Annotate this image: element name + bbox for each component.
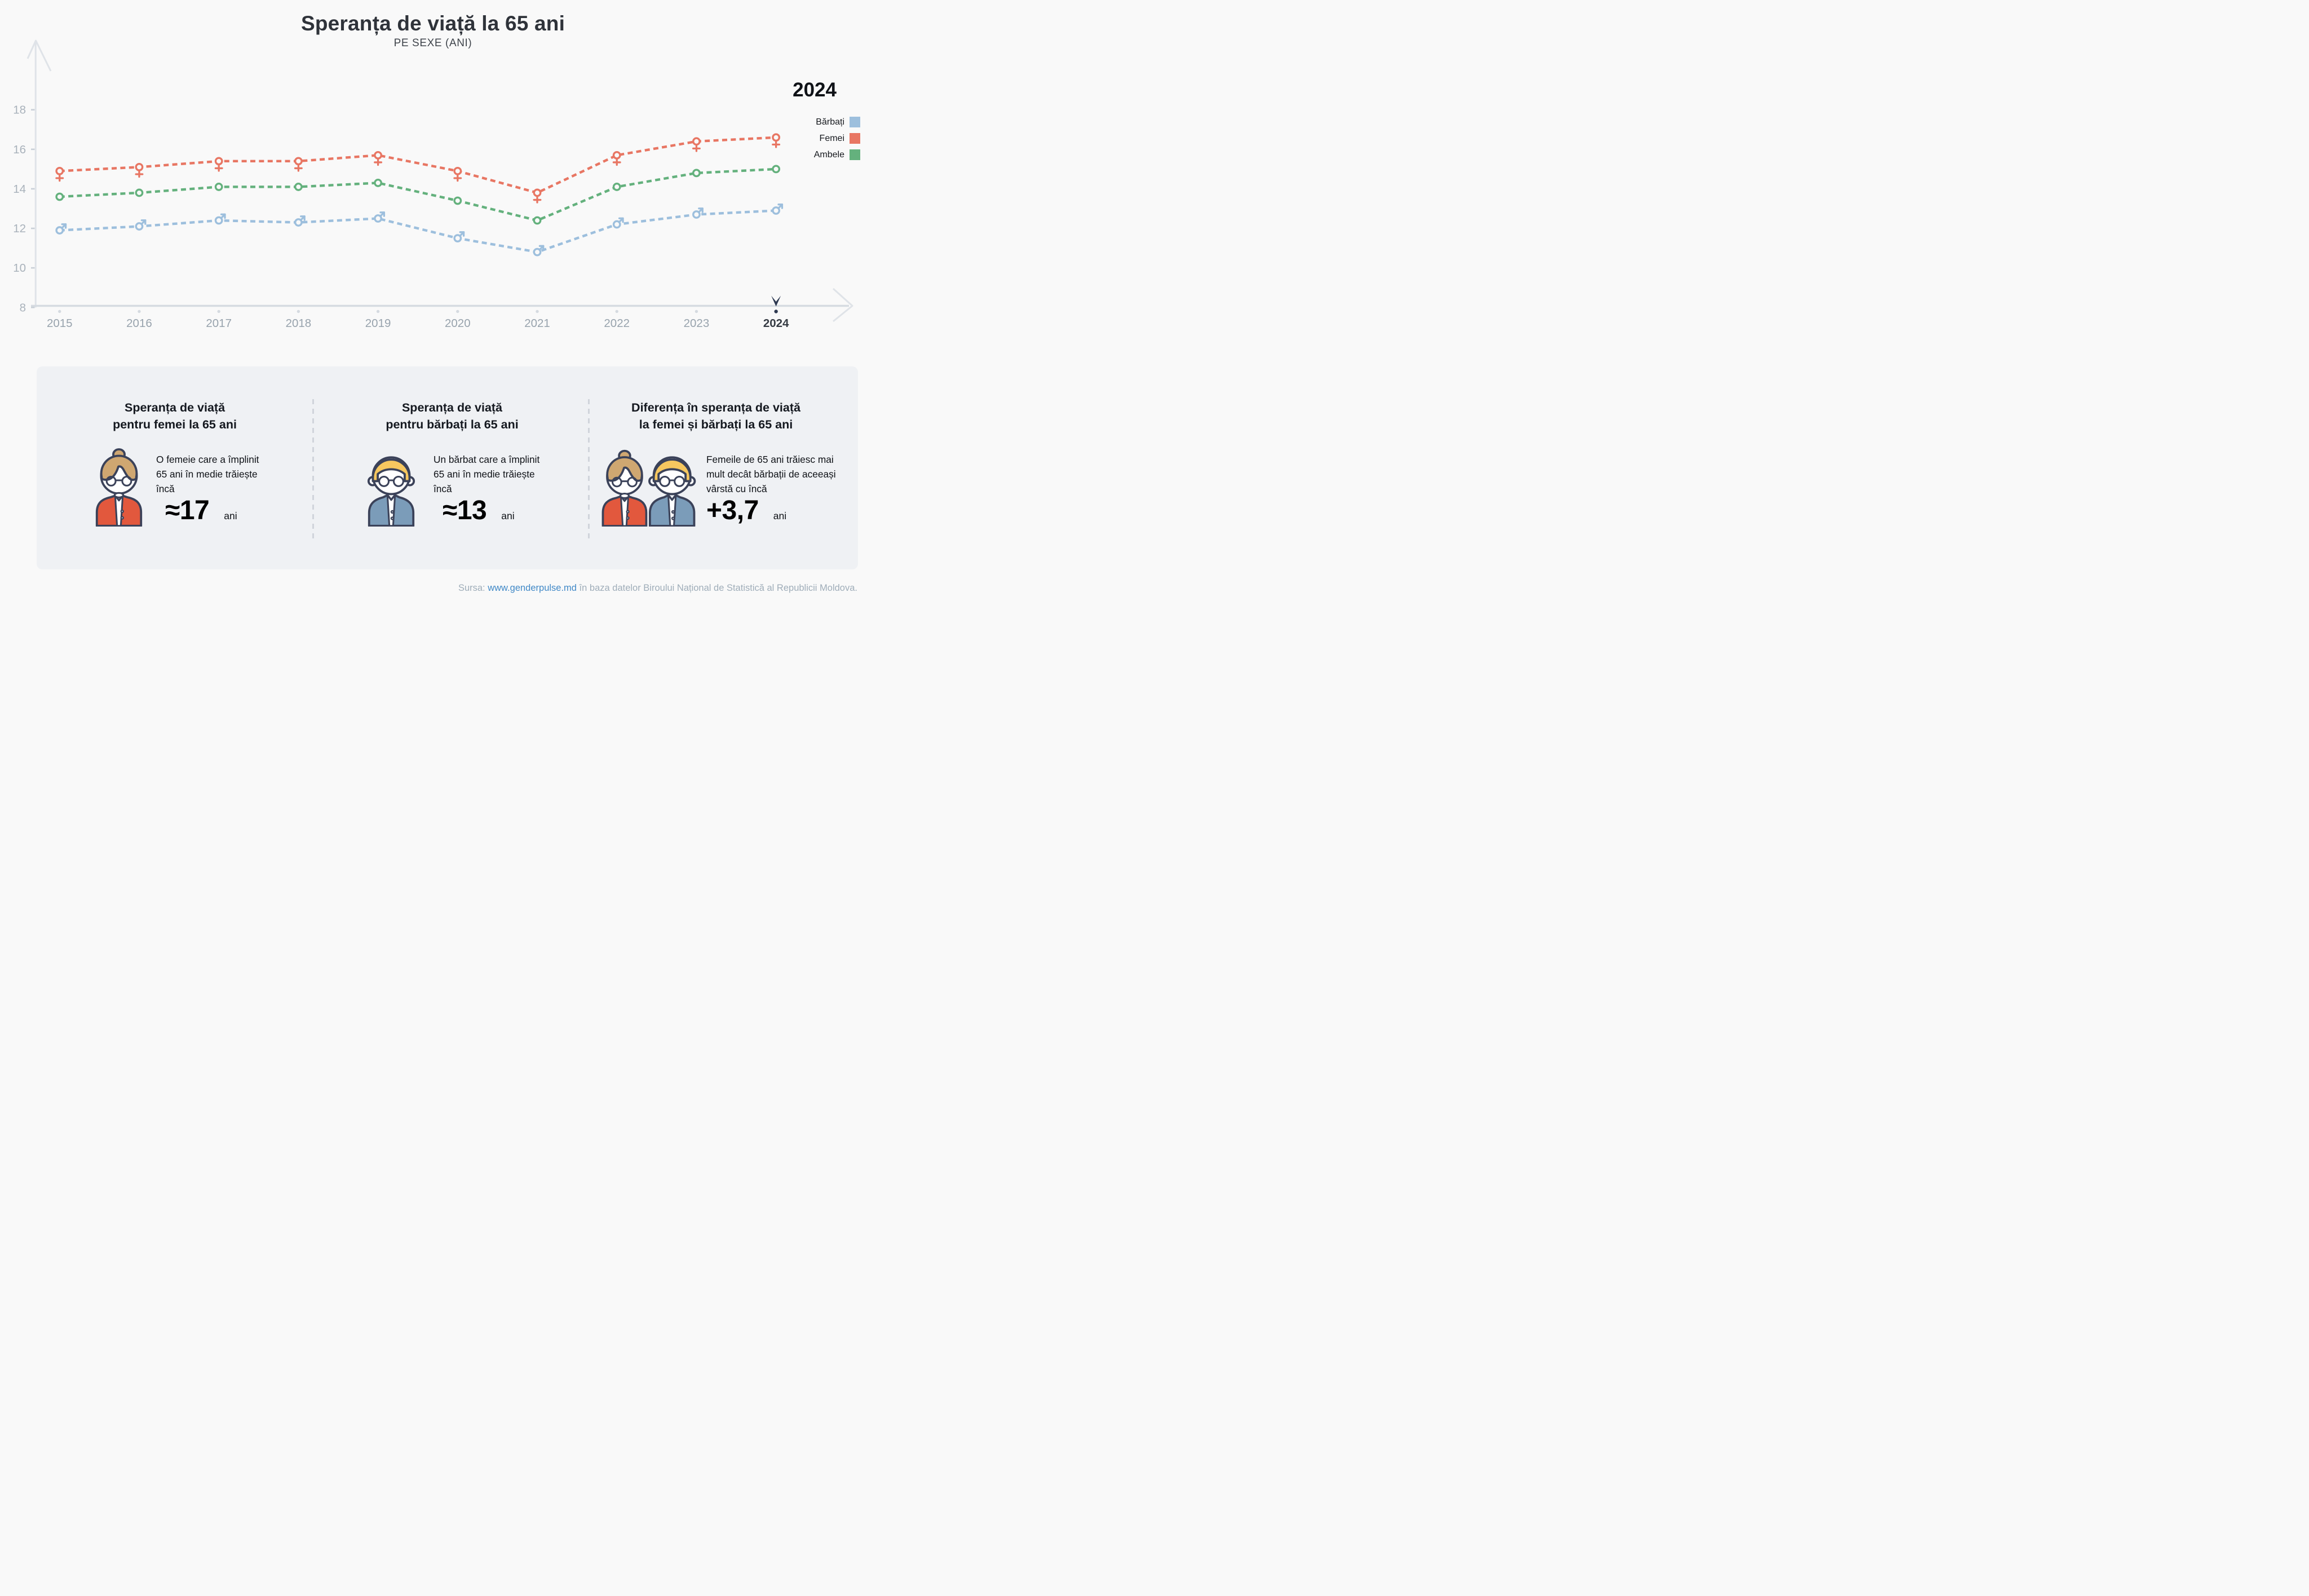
source-link[interactable]: www.genderpulse.md bbox=[488, 583, 577, 593]
page-title: Speranța de viață la 65 ani bbox=[300, 12, 565, 35]
legend-swatch-barbati bbox=[850, 117, 860, 127]
card-value-diferenta: +3,7 ani bbox=[706, 495, 786, 526]
legend-item-femei: Femei bbox=[787, 130, 860, 147]
card-title-barbati: Speranța de viață pentru bărbați la 65 a… bbox=[386, 399, 518, 433]
card-body-barbati: Un bărbat care a împlinit 65 ani în medi… bbox=[434, 454, 540, 494]
card-separator bbox=[588, 399, 590, 539]
svg-text:2019: 2019 bbox=[365, 317, 391, 330]
legend-swatch-ambele bbox=[850, 149, 860, 160]
svg-text:2018: 2018 bbox=[286, 317, 312, 330]
legend-year: 2024 bbox=[793, 79, 837, 101]
value-number: +3,7 bbox=[706, 496, 759, 525]
svg-text:2020: 2020 bbox=[445, 317, 471, 330]
card-separator bbox=[312, 399, 314, 539]
source-suffix: în baza datelor Biroului Național de Sta… bbox=[576, 583, 857, 593]
life-expectancy-chart: 8 10 12 14 16 18 2015 2016 2017 2018 2019 2020 2021 2… bbox=[13, 39, 853, 330]
card-value-barbati: ≈13 ani bbox=[443, 495, 515, 526]
svg-text:2016: 2016 bbox=[126, 317, 152, 330]
svg-text:10: 10 bbox=[13, 262, 26, 275]
card-body-diferenta: Femeile de 65 ani trăiesc mai mult decât… bbox=[706, 454, 836, 494]
card-title-line2: pentru femei la 65 ani bbox=[113, 418, 237, 431]
card-title-line1: Diferența în speranța de viață bbox=[631, 401, 800, 414]
svg-text:8: 8 bbox=[20, 301, 26, 314]
svg-text:14: 14 bbox=[13, 183, 26, 196]
summary-panel: Speranța de viață pentru femei la 65 ani… bbox=[37, 366, 858, 569]
svg-text:16: 16 bbox=[13, 143, 26, 156]
card-title-diferenta: Diferența în speranța de viață la femei … bbox=[631, 399, 800, 433]
legend-item-ambele: Ambele bbox=[787, 147, 860, 163]
elderly-couple-icon bbox=[601, 449, 696, 527]
source-note: Sursa: www.genderpulse.md în baza datelo… bbox=[458, 583, 857, 594]
value-number: ≈17 bbox=[165, 496, 210, 525]
value-unit: ani bbox=[501, 510, 515, 521]
page-subtitle: PE SEXE (ANI) bbox=[393, 37, 472, 49]
x-axis-arrow-icon bbox=[832, 288, 853, 322]
value-number: ≈13 bbox=[443, 496, 487, 525]
elderly-woman-icon bbox=[95, 448, 143, 527]
legend: 2024 Bărbați Femei Ambele bbox=[787, 79, 860, 163]
card-title-femei: Speranța de viață pentru femei la 65 ani bbox=[113, 399, 237, 433]
svg-text:2023: 2023 bbox=[684, 317, 710, 330]
legend-label: Femei bbox=[819, 133, 844, 143]
source-prefix: Sursa: bbox=[458, 583, 488, 593]
card-title-line2: pentru bărbați la 65 ani bbox=[386, 418, 519, 431]
svg-text:2017: 2017 bbox=[206, 317, 232, 330]
card-value-femei: ≈17 ani bbox=[165, 495, 237, 526]
svg-text:2021: 2021 bbox=[524, 317, 550, 330]
legend-swatch-femei bbox=[850, 133, 860, 144]
svg-text:2015: 2015 bbox=[47, 317, 73, 330]
y-axis-arrow-icon bbox=[26, 39, 52, 72]
legend-item-barbati: Bărbați bbox=[787, 114, 860, 130]
card-body-femei: O femeie care a împlinit 65 ani în medie… bbox=[156, 454, 259, 494]
card-title-line1: Speranța de viață bbox=[401, 401, 503, 414]
svg-text:2022: 2022 bbox=[604, 317, 630, 330]
elderly-man-icon bbox=[367, 456, 415, 527]
card-title-line2: la femei și bărbați la 65 ani bbox=[639, 418, 793, 431]
legend-label: Bărbați bbox=[816, 117, 844, 127]
card-title-line1: Speranța de viață bbox=[124, 401, 225, 414]
svg-text:2024: 2024 bbox=[763, 317, 789, 330]
svg-text:18: 18 bbox=[13, 104, 26, 117]
value-unit: ani bbox=[773, 510, 787, 521]
legend-label: Ambele bbox=[813, 149, 844, 160]
svg-text:12: 12 bbox=[13, 222, 26, 235]
value-unit: ani bbox=[224, 510, 237, 521]
chart-series-group: 8 10 12 14 16 18 2015 2016 2017 2018 2019 2020 2021 2… bbox=[13, 104, 789, 330]
